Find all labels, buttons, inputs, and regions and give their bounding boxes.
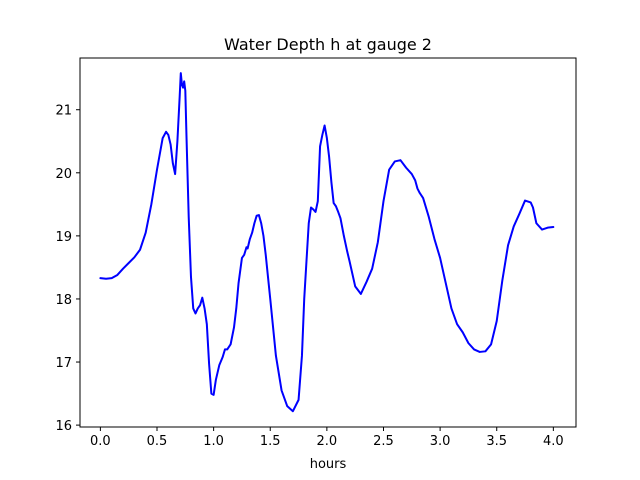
plot-frame [79, 57, 577, 428]
y-tick-label: 16 [55, 419, 72, 434]
x-tick-label: 1.0 [203, 434, 224, 449]
x-tick-label: 3.0 [430, 434, 451, 449]
series-line [99, 72, 555, 413]
plot-lines [99, 72, 555, 413]
y-tick-label: 17 [55, 356, 72, 371]
x-tick-label: 0.0 [90, 434, 111, 449]
y-axis: 16 17 18 19 20 21 [55, 104, 80, 434]
x-tick-label: 2.5 [373, 434, 394, 449]
x-axis-label: hours [310, 457, 347, 472]
x-tick-label: 0.5 [147, 434, 168, 449]
y-tick-label: 19 [55, 230, 72, 245]
x-tick-label: 3.5 [486, 434, 507, 449]
x-tick-label: 1.5 [260, 434, 281, 449]
y-tick-label: 20 [55, 167, 72, 182]
x-tick-label: 4.0 [543, 434, 564, 449]
x-axis: 0.0 0.5 1.0 1.5 2.0 2.5 3.0 3.5 4.0 [90, 427, 564, 449]
y-tick-label: 21 [55, 104, 72, 119]
x-tick-label: 2.0 [317, 434, 338, 449]
y-tick-label: 18 [55, 293, 72, 308]
chart-title: Water Depth h at gauge 2 [224, 35, 432, 54]
